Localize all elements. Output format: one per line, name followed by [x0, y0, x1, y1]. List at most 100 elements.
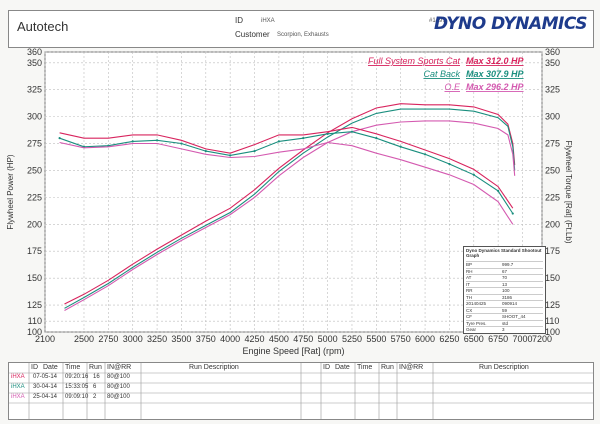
table-cell-run: 6 — [93, 384, 97, 390]
data-point — [497, 189, 500, 193]
table-cell-run: 16 — [93, 374, 100, 380]
info-value: std — [502, 320, 509, 326]
table-cell-id: iHXA — [11, 374, 25, 380]
y-tick-label: 360 — [27, 47, 42, 57]
data-point — [399, 145, 402, 148]
y2-tick-label: 225 — [545, 192, 560, 202]
x-tick-label: 6500 — [464, 334, 484, 344]
x-tick-label: 4750 — [293, 334, 313, 344]
x-tick-label: 2100 — [35, 334, 55, 344]
table-cell-time: 09:20:16 — [65, 374, 89, 380]
table-header: Time — [357, 364, 373, 371]
info-row: CF SHOOT_44 — [466, 313, 543, 320]
x-tick-label: 6250 — [439, 334, 459, 344]
table-header: IN@RR — [107, 364, 132, 371]
y-tick-label: 350 — [27, 58, 42, 68]
info-value: 13 — [502, 281, 508, 287]
data-point — [472, 173, 475, 176]
x-tick-label: 4250 — [245, 334, 265, 344]
table-header: Run — [381, 364, 394, 371]
table-cell-run: 2 — [93, 394, 97, 400]
info-key: Gear — [466, 327, 477, 332]
runs-table: ID ID Date Date Time Time Run Run IN@RR IN@RR Run … — [8, 362, 594, 420]
table-cell-date: 25-04-14 — [33, 394, 58, 400]
table-header: ID — [31, 364, 38, 371]
data-point — [423, 153, 427, 156]
info-value: 59 — [502, 307, 508, 313]
company-name: Autotech — [17, 19, 69, 34]
info-key: AT — [466, 275, 472, 280]
data-point — [326, 132, 329, 135]
table-header: ID — [323, 364, 330, 371]
x-tick-label: 4000 — [220, 334, 240, 344]
y-tick-label: 325 — [27, 85, 42, 95]
series-line-torque — [59, 141, 514, 225]
y-axis-label: Flywheel Power (HP) — [6, 154, 15, 229]
y2-tick-label: 150 — [545, 273, 560, 283]
info-row: CX 59 — [466, 306, 543, 314]
table-header: Date — [43, 364, 58, 371]
y-tick-label: 175 — [27, 246, 42, 256]
y-tick-label: 125 — [27, 300, 42, 310]
x-tick-label: 6750 — [488, 334, 508, 344]
y2-tick-label: 100 — [545, 327, 560, 337]
x-axis-label: Engine Speed [Rat] (rpm) — [242, 346, 344, 356]
info-value: 67 — [502, 268, 508, 274]
y2-tick-label: 350 — [545, 58, 560, 68]
info-row: IT 13 — [466, 280, 543, 288]
table-cell-inrr: 80@100 — [107, 384, 130, 390]
x-tick-label: 3500 — [171, 334, 191, 344]
table-cell-time: 15:33:05 — [65, 384, 89, 390]
table-cell-date: 07-05-14 — [33, 374, 58, 380]
info-row: TH 3186 — [466, 293, 543, 301]
brand-logo: DYNO DYNAMICS — [433, 14, 588, 34]
info-key: 20140425 — [466, 301, 487, 306]
table-grid — [9, 363, 593, 419]
x-tick-label: 3250 — [147, 334, 167, 344]
table-header: Date — [335, 364, 350, 371]
series-line-power — [64, 103, 516, 305]
data-point — [350, 130, 354, 133]
info-value: SHOOT_44 — [502, 314, 526, 319]
table-header: Time — [65, 364, 81, 371]
table-cell-date: 30-04-14 — [33, 384, 58, 390]
x-tick-label: 2750 — [98, 334, 118, 344]
table-header: Run Description — [479, 364, 529, 371]
info-row: RR 100 — [466, 287, 543, 294]
legend-max-value: Max 307.9 HP — [466, 69, 525, 79]
data-point — [131, 140, 134, 143]
info-key: CF — [466, 314, 472, 319]
legend-series-name: O.E — [444, 82, 461, 92]
y2-tick-label: 325 — [545, 85, 560, 95]
info-value: 70 — [502, 275, 508, 280]
data-point — [58, 137, 61, 140]
x-tick-label: 5250 — [342, 334, 362, 344]
x-tick-label: 7200 — [532, 334, 552, 344]
plot-area — [44, 51, 543, 333]
table-cell-time: 09:09:10 — [65, 394, 89, 400]
info-key: CX — [466, 307, 473, 313]
table-header: IN@RR — [399, 364, 424, 371]
id-label: ID — [235, 16, 243, 25]
info-title: Dyno Dynamics Standard Shootout Graph — [466, 248, 542, 258]
info-value: 999.7 — [502, 262, 514, 267]
y-tick-label: 150 — [27, 273, 42, 283]
table-cell-id: iHXA — [11, 394, 25, 400]
data-point — [253, 149, 256, 153]
customer-value: Scorpion, Exhausts — [277, 32, 329, 38]
info-row: 20140425 090914 — [466, 300, 543, 307]
dyno-chart: 2100 2500 2750 3000 3250 3500 3750 4000 4250 4500… — [6, 47, 573, 356]
header-bar: Autotech ID iHXA Customer Scorpion, Exha… — [8, 10, 594, 48]
data-point — [448, 162, 451, 166]
data-point — [204, 149, 207, 153]
table-cell-inrr: 80@100 — [107, 394, 130, 400]
data-point — [229, 154, 232, 157]
info-key: RR — [466, 288, 473, 293]
x-tick-label: 5500 — [366, 334, 386, 344]
y2-axis-label: Flywheel Torque [Rat] (Ft.Lb) — [564, 140, 573, 243]
table-header: Run — [89, 364, 102, 371]
y2-tick-label: 250 — [545, 165, 560, 175]
x-tick-label: 5750 — [391, 334, 411, 344]
info-row: RH 67 — [466, 267, 543, 275]
legend-max-value: Max 312.0 HP — [466, 56, 525, 66]
